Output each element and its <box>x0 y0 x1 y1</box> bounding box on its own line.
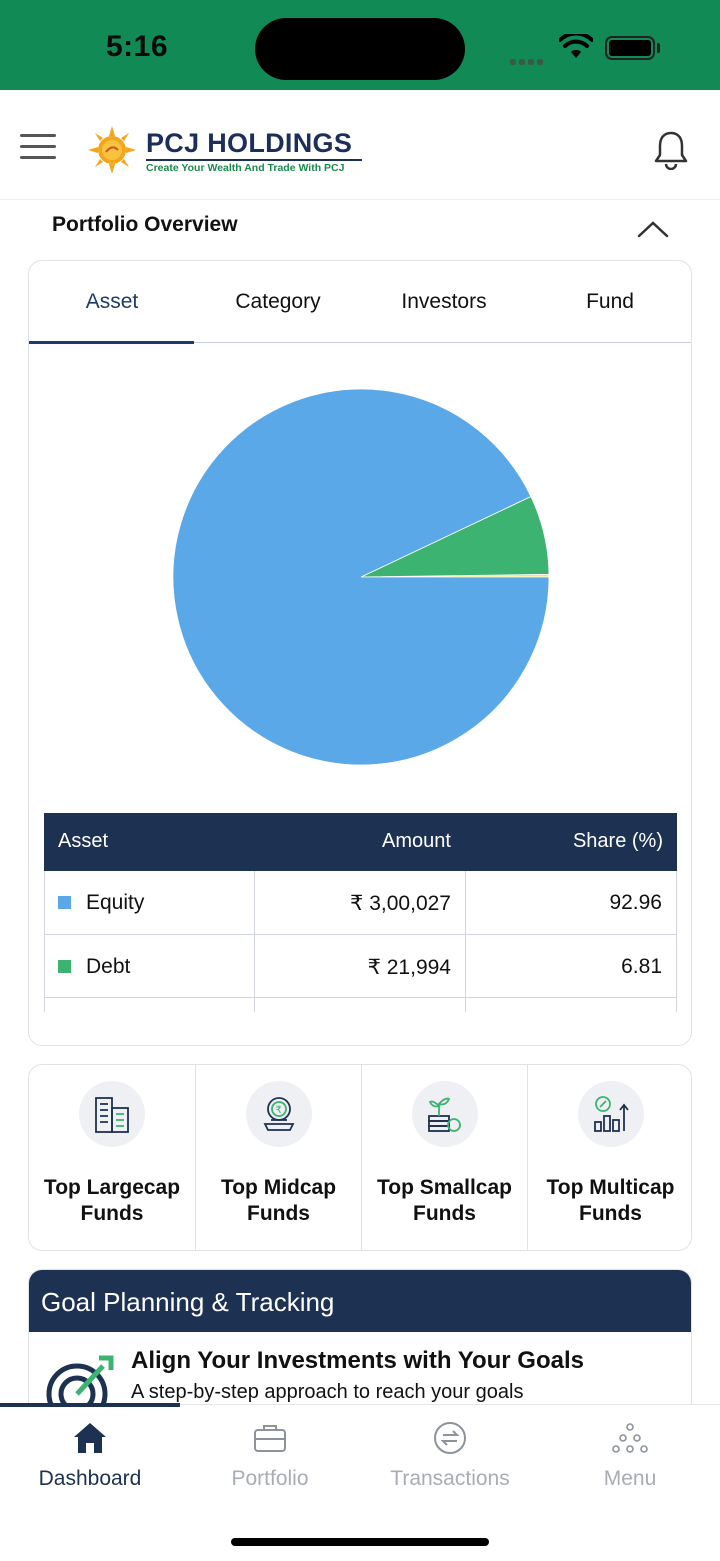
dots-grid-icon <box>612 1423 648 1453</box>
debt-color-swatch <box>58 959 71 973</box>
tab-investors[interactable]: Investors <box>401 290 487 313</box>
tab-fund[interactable]: Fund <box>586 290 634 313</box>
cellular-signal-icon <box>510 52 546 70</box>
goal-title: Align Your Investments with Your Goals <box>131 1347 584 1374</box>
row-asset: Equity <box>86 891 145 914</box>
asset-table: Asset Amount Share (%) Equity ₹ 3,00,027… <box>44 813 677 1012</box>
hamburger-menu-icon[interactable] <box>20 134 56 162</box>
svg-text:₹: ₹ <box>276 1105 282 1116</box>
overview-tabs: Asset Category Investors Fund <box>29 261 691 344</box>
row-amount: ₹ 3,00,027 <box>350 892 451 915</box>
app-header: PCJ HOLDINGS Create Your Wealth And Trad… <box>0 90 720 200</box>
transfer-icon <box>434 1422 466 1454</box>
top-midcap-funds-button[interactable]: ₹ Top Midcap Funds <box>195 1065 361 1250</box>
asset-pie-chart <box>172 388 550 766</box>
coin-plant-icon <box>428 1097 461 1132</box>
nav-dashboard[interactable]: Dashboard <box>0 1405 180 1505</box>
brand-name: PCJ HOLDINGS <box>146 128 353 158</box>
wifi-icon <box>559 34 593 58</box>
row-asset: Debt <box>86 954 131 978</box>
dynamic-island <box>255 18 465 80</box>
chevron-up-icon[interactable] <box>636 218 670 240</box>
active-nav-indicator <box>0 1403 180 1407</box>
status-time: 5:16 <box>106 30 169 63</box>
nav-label: Dashboard <box>38 1467 142 1490</box>
nav-transactions[interactable]: Transactions <box>360 1405 540 1505</box>
table-row: Equity ₹ 3,00,027 92.96 <box>44 871 677 935</box>
goal-heading: Goal Planning & Tracking <box>29 1270 691 1332</box>
header-asset: Asset <box>58 830 109 852</box>
pie-slice-equity[interactable] <box>172 388 550 766</box>
portfolio-overview-card: Asset Category Investors Fund Asset Amou… <box>28 260 692 1046</box>
tab-asset[interactable]: Asset <box>85 290 139 313</box>
header-share: Share (%) <box>572 830 663 852</box>
fund-label: Top Multicap Funds <box>546 1176 675 1225</box>
goal-subtitle: A step-by-step approach to reach your go… <box>131 1381 524 1403</box>
building-icon <box>95 1097 129 1133</box>
top-multicap-funds-button[interactable]: Top Multicap Funds <box>527 1065 691 1250</box>
rupee-coin-stand-icon: ₹ <box>263 1097 295 1131</box>
row-amount: ₹ 21,994 <box>367 955 451 979</box>
nav-label: Transactions <box>390 1467 510 1490</box>
top-smallcap-funds-button[interactable]: Top Smallcap Funds <box>361 1065 527 1250</box>
tab-category[interactable]: Category <box>235 290 321 313</box>
table-row: Debt ₹ 21,994 6.81 <box>44 934 677 998</box>
fund-label: Top Midcap Funds <box>220 1176 337 1225</box>
home-icon <box>74 1423 106 1453</box>
nav-label: Menu <box>603 1467 657 1490</box>
fund-categories-card: Top Largecap Funds ₹ Top Midcap Funds To… <box>28 1064 692 1251</box>
table-row-partial <box>44 998 677 1012</box>
row-share: 6.81 <box>621 954 662 978</box>
fund-label: Top Largecap Funds <box>43 1176 181 1225</box>
fund-label: Top Smallcap Funds <box>377 1176 512 1225</box>
nav-menu[interactable]: Menu <box>540 1405 720 1505</box>
brand-underline <box>146 159 362 161</box>
notification-bell-icon[interactable] <box>652 130 690 170</box>
percent-growth-chart-icon <box>594 1096 629 1132</box>
nav-portfolio[interactable]: Portfolio <box>180 1405 360 1505</box>
battery-tip <box>657 43 660 53</box>
home-indicator <box>231 1538 489 1546</box>
nav-label: Portfolio <box>231 1467 309 1490</box>
briefcase-icon <box>254 1425 286 1452</box>
header-amount: Amount <box>382 830 451 852</box>
battery-icon <box>605 36 655 60</box>
top-largecap-funds-button[interactable]: Top Largecap Funds <box>29 1065 195 1250</box>
equity-color-swatch <box>58 896 71 909</box>
row-share: 92.96 <box>609 891 662 914</box>
portfolio-overview-title: Portfolio Overview <box>52 213 238 236</box>
active-tab-underline <box>29 341 194 344</box>
sun-logo-icon <box>88 126 136 174</box>
table-header: Asset Amount Share (%) <box>44 813 677 871</box>
status-bar: 5:16 <box>0 0 720 90</box>
bottom-navigation: Dashboard Portfolio Transactions Menu <box>0 1403 720 1561</box>
brand-tagline: Create Your Wealth And Trade With PCJ <box>146 162 345 174</box>
